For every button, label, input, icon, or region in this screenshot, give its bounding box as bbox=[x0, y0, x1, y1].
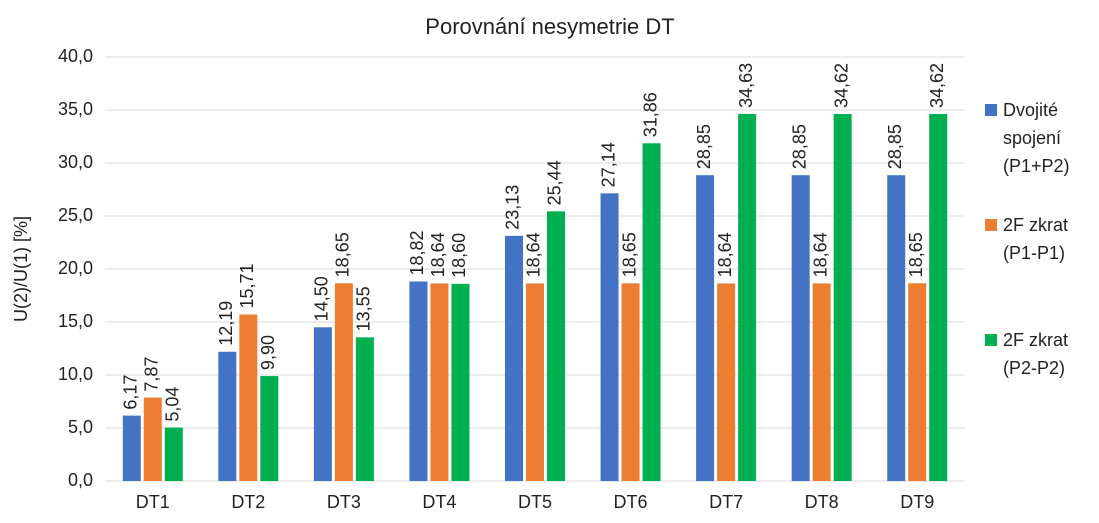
y-tick-label: 20,0 bbox=[58, 258, 93, 278]
bar bbox=[621, 283, 640, 481]
bar bbox=[642, 143, 661, 481]
bar bbox=[143, 397, 162, 481]
y-tick-label: 0,0 bbox=[68, 470, 93, 490]
data-label: 6,17 bbox=[121, 375, 141, 410]
data-label: 34,62 bbox=[831, 63, 851, 108]
bar bbox=[355, 337, 374, 481]
bar bbox=[505, 235, 523, 481]
bar bbox=[547, 211, 565, 481]
data-label: 18,60 bbox=[449, 233, 469, 278]
x-tick-label: DT5 bbox=[518, 492, 552, 512]
y-tick-label: 25,0 bbox=[58, 205, 93, 225]
bar bbox=[696, 175, 715, 481]
bar bbox=[260, 376, 279, 481]
legend-item: Dvojité spojení (P1+P2) bbox=[985, 96, 1097, 211]
bar bbox=[409, 281, 428, 481]
data-label: 15,71 bbox=[237, 263, 257, 308]
data-label: 13,55 bbox=[354, 286, 374, 331]
legend-item: 2F zkrat (P2-P2) bbox=[985, 326, 1097, 441]
bar bbox=[239, 314, 258, 481]
x-tick-label: DT2 bbox=[231, 492, 265, 512]
bar bbox=[929, 114, 948, 481]
data-label: 34,62 bbox=[927, 63, 947, 108]
y-tick-label: 10,0 bbox=[58, 364, 93, 384]
data-label: 12,19 bbox=[216, 301, 236, 346]
legend: Dvojité spojení (P1+P2) 2F zkrat (P1-P1) 2… bbox=[985, 96, 1097, 441]
chart-title: Porovnání nesymetrie DT bbox=[425, 14, 674, 39]
data-label: 31,86 bbox=[640, 92, 660, 137]
data-label: 27,14 bbox=[598, 142, 618, 187]
bar bbox=[313, 327, 332, 481]
bar bbox=[526, 283, 544, 481]
x-tick-label: DT8 bbox=[805, 492, 839, 512]
data-label: 28,85 bbox=[694, 124, 714, 169]
y-tick-label: 30,0 bbox=[58, 152, 93, 172]
x-tick-label: DT3 bbox=[327, 492, 361, 512]
y-tick-label: 40,0 bbox=[58, 46, 93, 66]
bar bbox=[717, 283, 736, 481]
y-tick-label: 35,0 bbox=[58, 99, 93, 119]
legend-label: 2F zkrat (P1-P1) bbox=[1003, 215, 1069, 263]
data-label: 28,85 bbox=[885, 124, 905, 169]
bar bbox=[833, 114, 852, 481]
data-label: 9,90 bbox=[258, 335, 278, 370]
bar bbox=[334, 283, 353, 481]
legend-label: 2F zkrat (P2-P2) bbox=[1003, 330, 1069, 378]
data-label: 18,64 bbox=[524, 232, 544, 277]
y-tick-label: 15,0 bbox=[58, 311, 93, 331]
data-label: 18,64 bbox=[810, 232, 830, 277]
bar bbox=[600, 193, 619, 482]
bar bbox=[887, 175, 906, 481]
data-label: 7,87 bbox=[142, 357, 162, 392]
x-tick-label: DT6 bbox=[614, 492, 648, 512]
x-tick-label: DT1 bbox=[136, 492, 170, 512]
legend-item: 2F zkrat (P1-P1) bbox=[985, 211, 1097, 326]
legend-swatch bbox=[985, 104, 997, 116]
bar bbox=[738, 113, 757, 481]
y-tick-label: 5,0 bbox=[68, 417, 93, 437]
x-tick-label: DT4 bbox=[422, 492, 456, 512]
bar bbox=[218, 351, 237, 481]
bar bbox=[812, 283, 831, 481]
data-label: 18,65 bbox=[619, 232, 639, 277]
bar bbox=[451, 283, 470, 481]
legend-swatch bbox=[985, 219, 997, 231]
data-label: 18,82 bbox=[407, 230, 427, 275]
bar bbox=[122, 415, 141, 481]
x-tick-label: DT7 bbox=[709, 492, 743, 512]
legend-label: Dvojité spojení (P1+P2) bbox=[1003, 100, 1070, 176]
data-label: 23,13 bbox=[503, 185, 523, 230]
y-axis-label: U(2)/U(1) [%] bbox=[11, 216, 31, 322]
data-label: 18,65 bbox=[906, 232, 926, 277]
data-label: 28,85 bbox=[789, 124, 809, 169]
data-label: 5,04 bbox=[163, 387, 183, 422]
bar bbox=[164, 427, 183, 481]
data-label: 25,44 bbox=[545, 160, 565, 205]
data-label: 18,64 bbox=[428, 232, 448, 277]
x-tick-label: DT9 bbox=[900, 492, 934, 512]
data-label: 14,50 bbox=[312, 276, 332, 321]
data-label: 18,64 bbox=[715, 232, 735, 277]
legend-swatch bbox=[985, 334, 997, 346]
data-label: 18,65 bbox=[333, 232, 353, 277]
data-label: 34,63 bbox=[736, 63, 756, 108]
bar bbox=[430, 283, 449, 481]
bar bbox=[908, 283, 927, 481]
bar bbox=[791, 175, 810, 481]
